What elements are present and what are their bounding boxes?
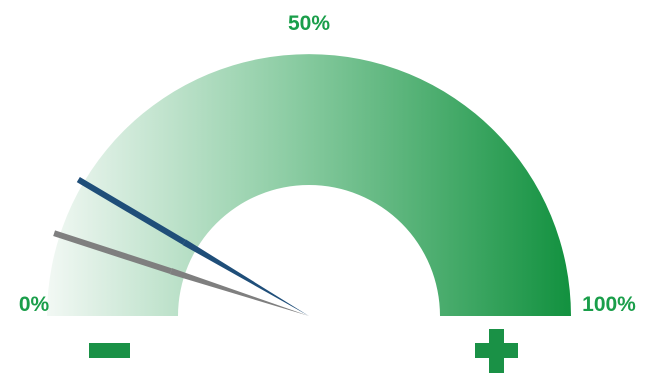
tick-label-max: 100%	[582, 293, 636, 316]
minus-symbol	[89, 343, 130, 358]
gauge-band	[47, 54, 571, 317]
tick-label-mid: 50%	[288, 12, 330, 35]
needle-outer-1	[76, 176, 186, 245]
plus-symbol	[475, 329, 518, 373]
tick-label-min: 0%	[19, 293, 50, 316]
needle-pointer-1	[182, 239, 309, 316]
needle-outer-2	[53, 230, 173, 275]
needle-pointer-2	[170, 268, 309, 316]
